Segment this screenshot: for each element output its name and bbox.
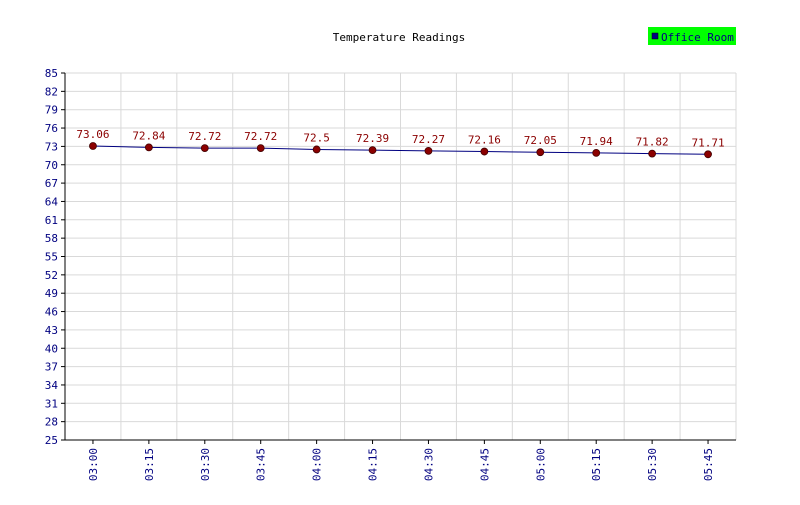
x-tick-label: 03:00 [87, 448, 100, 481]
data-label: 72.39 [356, 132, 389, 145]
data-label: 71.94 [580, 135, 613, 148]
y-tick-label: 58 [45, 232, 58, 245]
x-tick-label: 04:15 [367, 448, 380, 481]
data-label: 71.71 [691, 136, 724, 149]
x-tick-label: 04:30 [422, 448, 435, 481]
y-tick-label: 85 [45, 67, 58, 80]
data-label: 73.06 [76, 128, 109, 141]
axes [61, 72, 736, 444]
data-label: 72.16 [468, 134, 501, 147]
y-tick-label: 52 [45, 269, 58, 282]
x-tick-label: 04:45 [478, 448, 491, 481]
y-tick-label: 46 [45, 306, 58, 319]
y-tick-label: 49 [45, 287, 58, 300]
data-point [424, 146, 433, 155]
legend-label: Office Room [661, 31, 734, 44]
y-tick-label: 31 [45, 397, 58, 410]
series-line [92, 145, 709, 155]
y-tick-label: 34 [45, 379, 59, 392]
data-label: 72.72 [188, 130, 221, 143]
data-label: 72.5 [303, 131, 330, 144]
legend-box [648, 27, 736, 45]
data-point [312, 145, 321, 154]
legend: Office Room [648, 27, 736, 45]
y-tick-label: 76 [45, 122, 58, 135]
y-tick-label: 55 [45, 251, 58, 264]
x-tick-label: 04:00 [311, 448, 324, 481]
series-office-room [89, 142, 712, 159]
y-tick-label: 40 [45, 342, 58, 355]
x-tick-label: 03:30 [199, 448, 212, 481]
y-tick-label: 64 [45, 195, 59, 208]
y-tick-label: 43 [45, 324, 58, 337]
y-tick-label: 67 [45, 177, 58, 190]
data-label: 72.72 [244, 130, 277, 143]
data-label: 72.05 [524, 134, 557, 147]
data-labels: 73.06 72.84 72.72 72.72 72.5 72.39 72.27 72.16 7… [76, 128, 724, 149]
y-tick-label: 82 [45, 85, 58, 98]
y-tick-label: 61 [45, 214, 58, 227]
data-point [200, 144, 209, 153]
data-label: 71.82 [636, 136, 669, 149]
grid [64, 72, 737, 441]
data-point [144, 143, 153, 152]
x-tick-label: 05:45 [702, 448, 715, 481]
data-point [89, 142, 97, 150]
data-point [592, 148, 601, 157]
y-tick-label: 79 [45, 104, 58, 117]
x-tick-label: 05:00 [534, 448, 547, 481]
x-tick-label: 05:15 [590, 448, 603, 481]
data-point [536, 148, 545, 157]
x-tick-label: 03:45 [255, 448, 268, 481]
data-point [704, 150, 712, 159]
y-tick-label: 73 [45, 140, 58, 153]
x-tick-label: 03:15 [143, 448, 156, 481]
y-tick-label: 70 [45, 159, 58, 172]
x-tick-labels: 03:00 03:15 03:30 03:45 04:00 04:15 04:30 04:45… [87, 448, 715, 481]
y-tick-labels: 25 28 31 34 37 40 43 46 49 52 55 58 61 64 67 70 73 76 79 82… [45, 67, 59, 447]
data-point [648, 149, 657, 158]
y-tick-label: 37 [45, 361, 58, 374]
data-point [480, 147, 489, 156]
data-point [368, 146, 377, 155]
legend-marker [651, 32, 659, 40]
x-tick-label: 05:30 [646, 448, 659, 481]
data-label: 72.27 [412, 133, 445, 146]
y-tick-label: 28 [45, 416, 58, 429]
chart-title: Temperature Readings [333, 31, 465, 44]
y-tick-label: 25 [45, 434, 58, 447]
data-point [256, 144, 265, 153]
data-label: 72.84 [132, 129, 165, 142]
